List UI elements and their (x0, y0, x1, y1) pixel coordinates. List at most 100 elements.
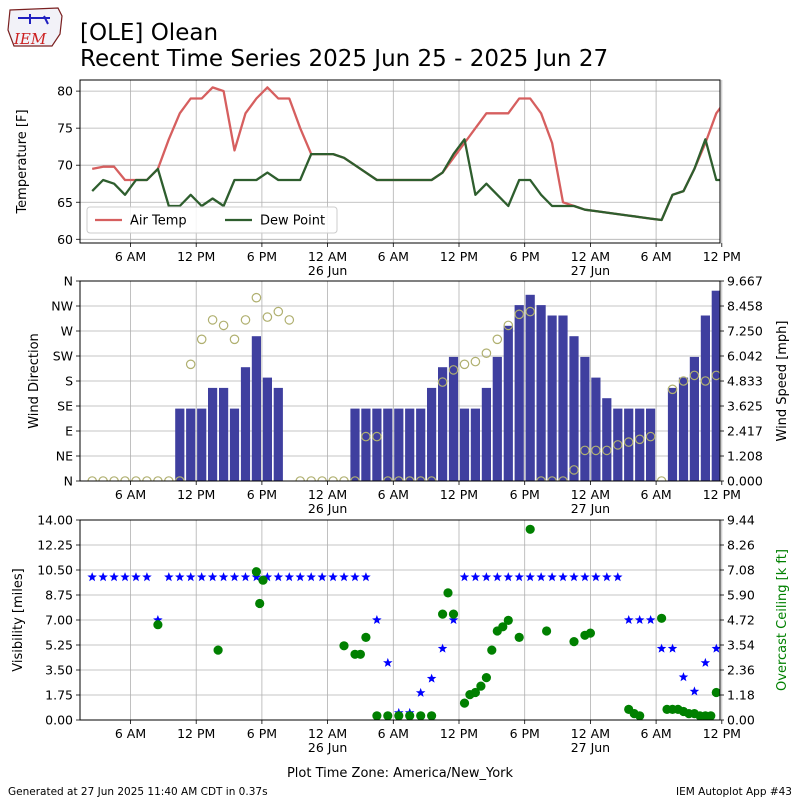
generated-note: Generated at 27 Jun 2025 11:40 AM CDT in… (8, 786, 268, 798)
x-tick-label: 12 PM (703, 249, 741, 264)
ceiling-point (255, 598, 265, 609)
visibility-point (153, 615, 163, 624)
x-tick-date-label: 27 Jun (571, 740, 610, 755)
wind-direction-point (623, 437, 634, 447)
y2-tick-label: 7.250 (727, 324, 763, 339)
wind-direction-point (481, 348, 492, 358)
wind-speed-bar (251, 336, 261, 481)
ceiling-point (459, 698, 470, 708)
ceiling-point (498, 622, 508, 632)
y-tick-label: 5.25 (45, 638, 73, 653)
wind-speed-bar (383, 408, 393, 481)
visibility-point (613, 572, 623, 582)
y2-tick-label: 5.90 (727, 588, 755, 603)
visibility-point (284, 572, 294, 582)
y2-tick-label: 4.72 (727, 613, 755, 628)
visibility-point (218, 572, 229, 582)
x-tick-label: 12 PM (177, 726, 215, 741)
y-tick-label: 60 (57, 232, 73, 247)
wind-speed-bar (175, 408, 185, 481)
y2-tick-label: 9.44 (727, 513, 755, 528)
ceiling-point (416, 711, 426, 720)
x-tick-label: 12 PM (177, 487, 215, 502)
x-tick-label: 12 AM (571, 726, 610, 741)
wind-direction-point (711, 370, 720, 381)
wind-direction-point (218, 320, 229, 331)
wind-direction-point (251, 292, 262, 303)
ceiling-point (657, 613, 667, 623)
visibility-point (207, 572, 218, 582)
y2-axis-label: Overcast Ceiling [k ft] (775, 549, 790, 691)
plot-frame (79, 79, 721, 244)
wind-direction-point (678, 376, 689, 386)
visibility-point (624, 615, 634, 624)
wind-speed-bar (569, 336, 579, 481)
y2-tick-label: 1.208 (727, 449, 763, 464)
wind-speed-bar (525, 294, 535, 481)
wind-speed-bar (580, 356, 590, 481)
y2-tick-label: 9.667 (727, 274, 763, 289)
visibility-point (372, 615, 382, 624)
wind-speed-bar (361, 408, 371, 481)
y-axis-label: Wind Direction (27, 333, 42, 429)
y-tick-label: 14.00 (37, 513, 73, 528)
visibility-point (295, 572, 305, 582)
legend-box (86, 206, 338, 234)
visibility-point (240, 572, 251, 582)
wind-direction-point (284, 315, 295, 325)
ceiling-point (443, 588, 453, 598)
wind-speed-bar (240, 367, 251, 481)
wind-speed-bar (613, 408, 623, 481)
wind-speed-bar (416, 408, 426, 481)
visibility-point (503, 572, 513, 582)
wind-speed-bar (427, 387, 437, 481)
wind-speed-bar (372, 408, 382, 481)
y2-axis-label: Wind Speed [mph] (775, 321, 790, 442)
y-tick-label: NW (51, 299, 73, 314)
y2-tick-label: 2.36 (727, 663, 755, 678)
visibility-point (448, 615, 459, 624)
visibility-point (426, 673, 437, 683)
visibility-point (339, 572, 349, 582)
plot-frame (79, 280, 721, 482)
ceiling-point (542, 626, 552, 636)
visibility-point (667, 643, 678, 653)
visibility-point (492, 572, 503, 582)
ceiling-point (361, 632, 371, 643)
y-tick-label: 0.00 (45, 713, 73, 728)
wind-speed-bar (229, 408, 240, 481)
visibility-point (525, 572, 535, 582)
x-tick-label: 6 PM (510, 726, 540, 741)
x-tick-label: 6 PM (247, 487, 277, 502)
visibility-point (131, 572, 141, 582)
wind-direction-point (591, 445, 601, 456)
wind-direction-point (459, 359, 470, 370)
wind-speed-bar (536, 305, 546, 481)
legend-label: Dew Point (260, 214, 325, 229)
y-tick-label: E (65, 424, 73, 439)
x-tick-label: 12 AM (308, 487, 347, 502)
visibility-point (306, 572, 316, 582)
wind-speed-bar (635, 408, 645, 481)
y-tick-label: 12.25 (37, 538, 73, 553)
visibility-point (437, 643, 448, 653)
wind-direction-point (700, 376, 711, 386)
x-tick-label: 12 AM (571, 249, 610, 264)
visibility-point (196, 572, 207, 582)
x-tick-label: 6 AM (115, 726, 146, 741)
visibility-series (87, 572, 720, 717)
wind-direction-point (601, 445, 612, 456)
x-tick-label: 6 AM (115, 487, 146, 502)
wind-speed-bar (208, 387, 218, 481)
y2-tick-label: 8.458 (727, 299, 763, 314)
wind-direction-point (229, 334, 240, 345)
wind-speed-bar (547, 315, 557, 481)
ceiling-point (339, 641, 349, 651)
visibility-point (580, 572, 590, 582)
y-tick-label: 70 (57, 158, 73, 173)
x-tick-label: 12 PM (440, 249, 478, 264)
wind-speed-bar (558, 315, 568, 481)
y2-tick-label: 6.042 (727, 348, 763, 363)
